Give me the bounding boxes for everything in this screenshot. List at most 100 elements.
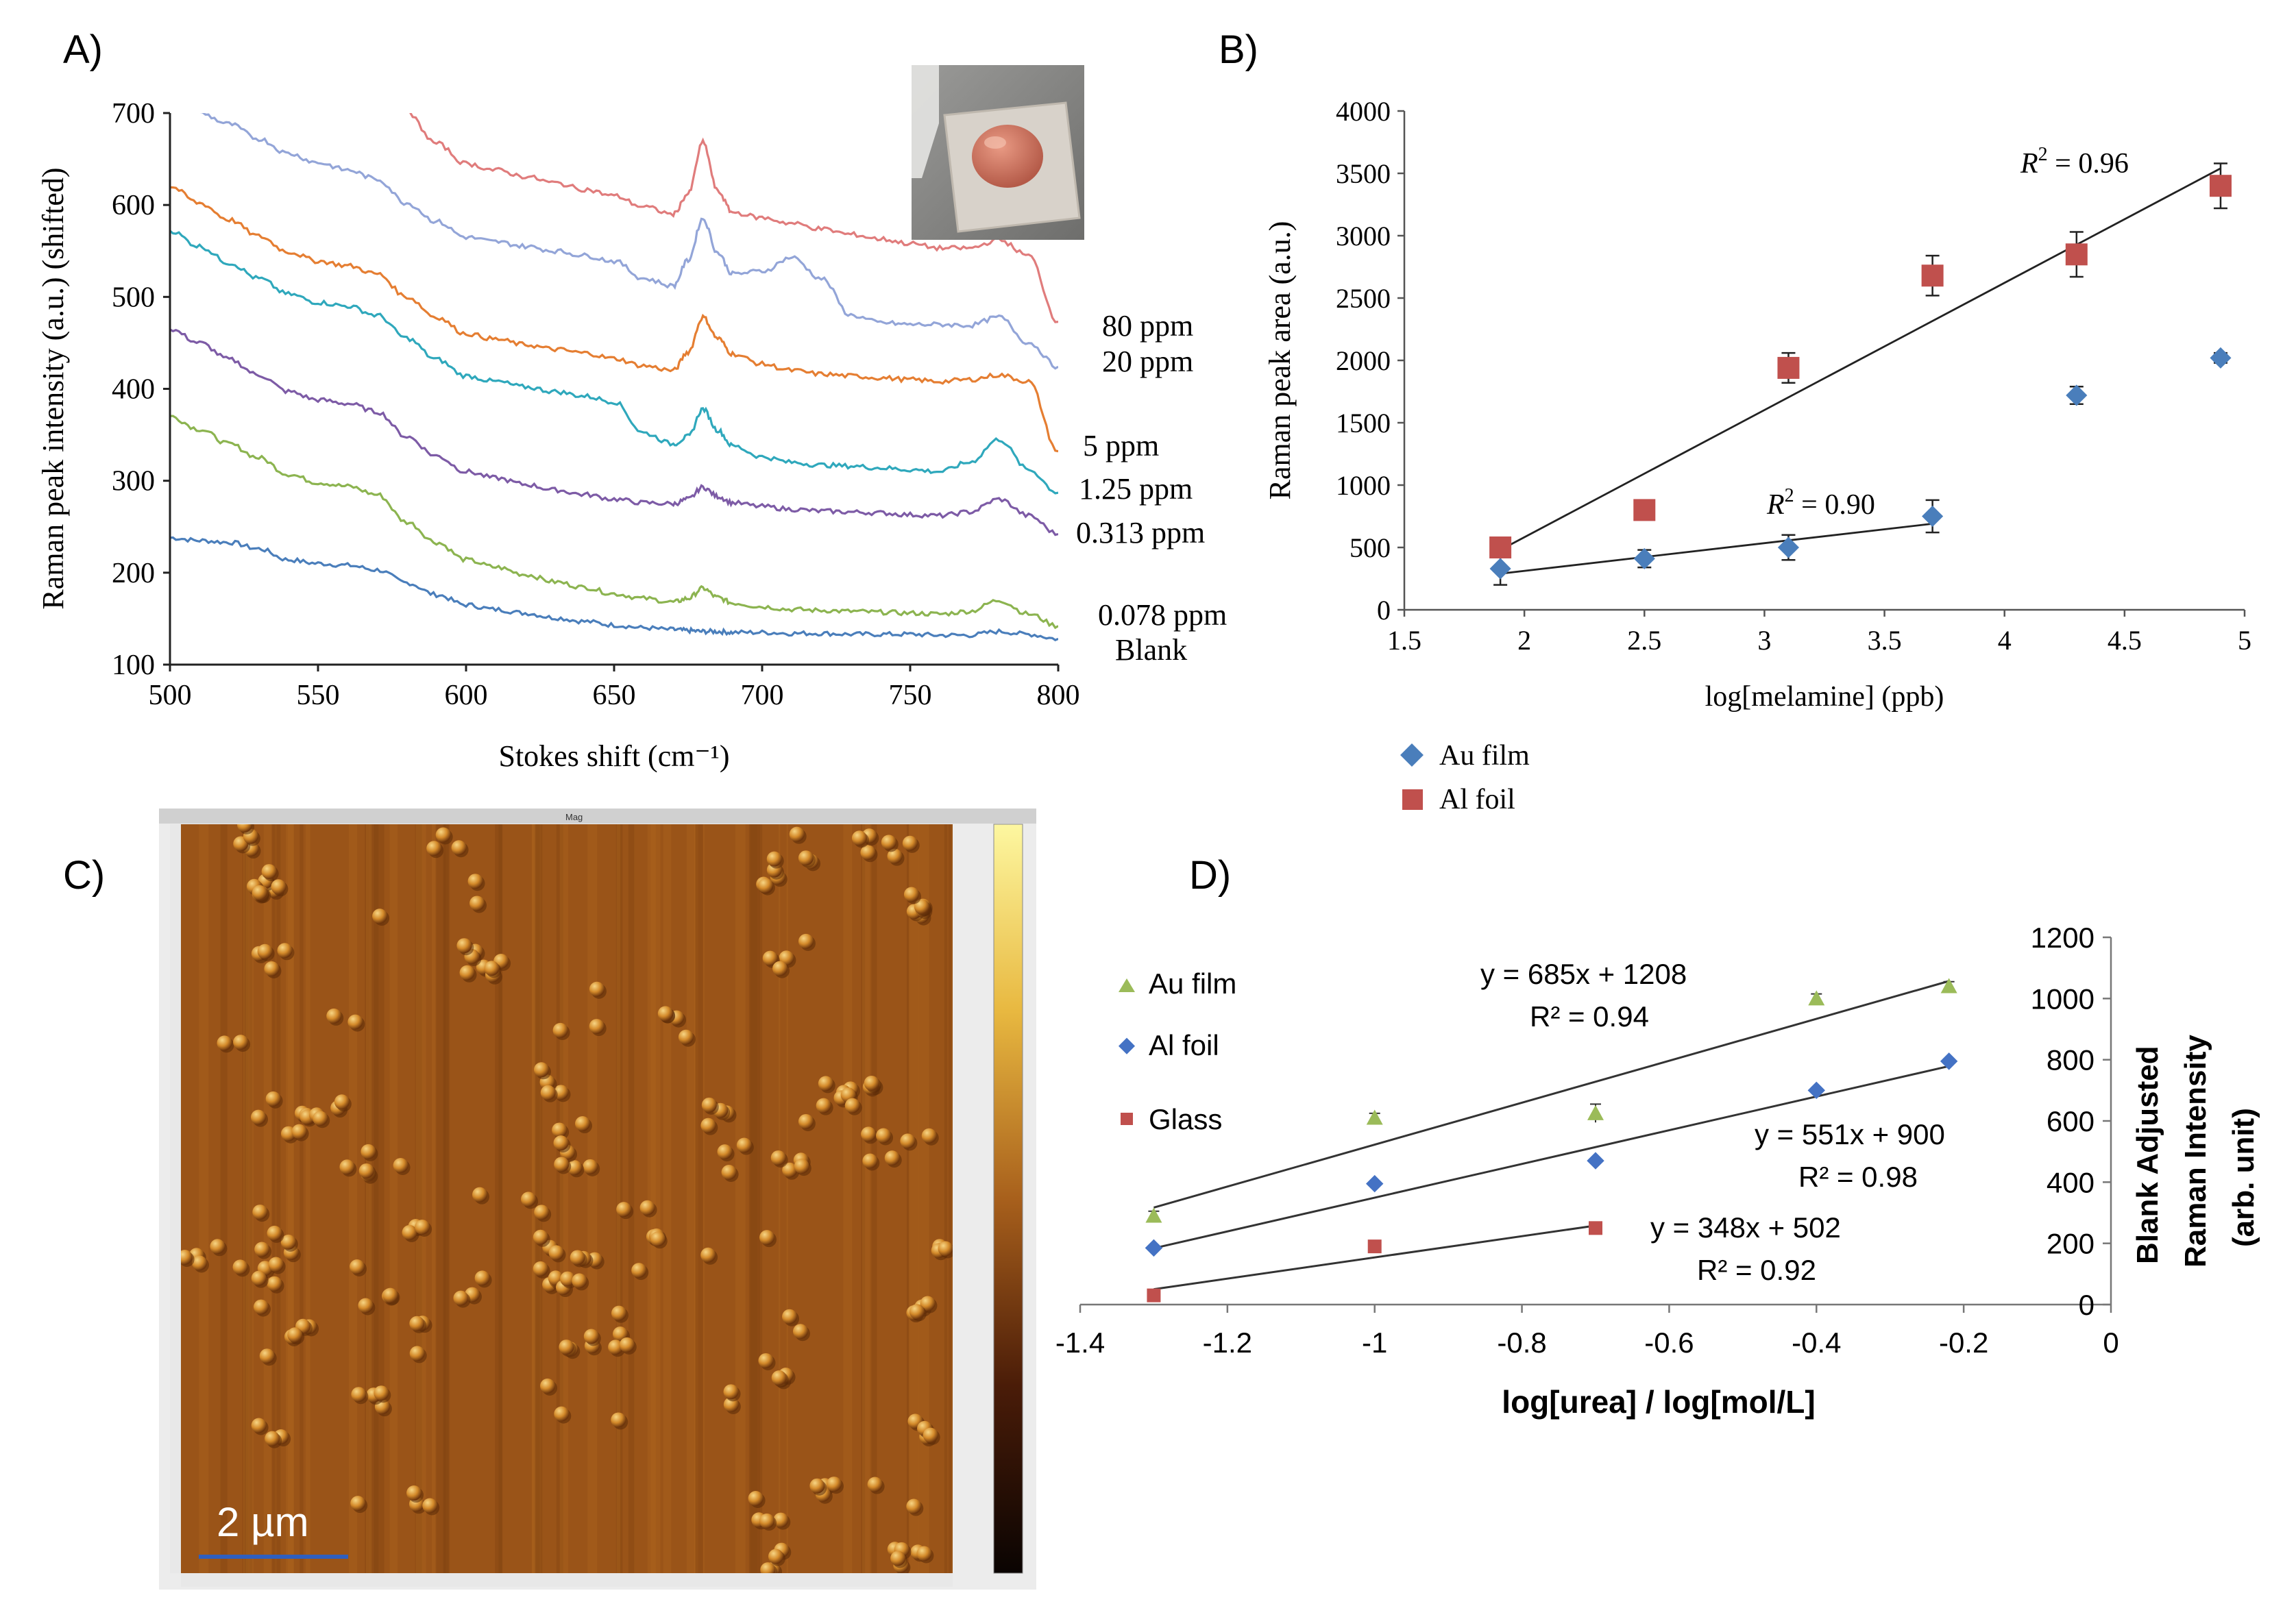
chart-b-y-tick-label: 1000	[1336, 470, 1391, 501]
chart-d-x-tick-label: -1	[1362, 1326, 1387, 1359]
nanoparticle	[350, 1496, 366, 1511]
nanoparticle	[700, 1247, 716, 1263]
chart-d-eq-al-foil: y = 551x + 900	[1755, 1118, 1945, 1150]
chart-b-x-tick-label: 2	[1517, 625, 1531, 656]
nanoparticle	[257, 943, 273, 959]
chart-a-y-tick-label: 100	[112, 650, 155, 681]
nanoparticle	[881, 835, 896, 850]
nanoparticle	[826, 1477, 842, 1492]
chart-a: 500 550 600 650 700 750 800 100 200 300 400 500 600 7…	[36, 65, 1227, 773]
data-point-al-foil	[1633, 499, 1656, 521]
chart-d-r2-au-film: R² = 0.94	[1530, 1000, 1649, 1033]
chart-d-x-tick-label: -1.2	[1203, 1326, 1252, 1359]
chart-b-x-tick-label: 4.5	[2108, 625, 2142, 656]
series-line-20-ppm	[199, 113, 1058, 370]
nanoparticle	[210, 1239, 225, 1255]
nanoparticle	[864, 1075, 879, 1091]
afm-image	[181, 824, 953, 1573]
chart-b-y-label: Raman peak area (a.u.)	[1263, 221, 1297, 500]
nanoparticle	[552, 1122, 567, 1138]
trendline-d-au-film	[1153, 980, 1950, 1209]
nanoparticle	[909, 1304, 925, 1320]
nanoparticle	[759, 1513, 775, 1529]
nanoparticle	[339, 1159, 355, 1175]
nanoparticle	[181, 1249, 193, 1265]
nanoparticle	[798, 933, 814, 949]
nanoparticle	[253, 1299, 269, 1315]
chart-b-y-tick-label: 3500	[1336, 158, 1391, 189]
nanoparticle	[758, 1353, 774, 1368]
nanoparticle	[583, 1329, 599, 1344]
nanoparticle	[762, 950, 778, 966]
legend-label-glass-d: Glass	[1149, 1103, 1222, 1135]
nanoparticle	[233, 1035, 249, 1050]
nanoparticle	[612, 1326, 628, 1342]
nanoparticle	[393, 1157, 408, 1173]
nanoparticle	[701, 1097, 717, 1113]
nanoparticle	[540, 1085, 556, 1100]
nanoparticle	[816, 1098, 831, 1113]
data-point-au-film	[2210, 347, 2232, 369]
nanoparticle	[472, 1187, 487, 1202]
series-line-blank	[170, 536, 1058, 642]
chart-b-y-tick-label: 1500	[1336, 408, 1391, 439]
chart-a-y-tick-label: 500	[112, 282, 155, 313]
series-label-0-078-ppm: 0.078 ppm	[1098, 598, 1227, 632]
nanoparticle	[906, 1498, 922, 1514]
legend-label-al-foil: Al foil	[1439, 784, 1515, 815]
data-point-au-film	[1922, 499, 1944, 534]
nanoparticle	[575, 1116, 591, 1132]
chart-d-x-tick-label: -1.4	[1055, 1326, 1105, 1359]
data-point-al-foil	[1777, 351, 1800, 384]
nanoparticle	[265, 1091, 281, 1107]
nanoparticle	[372, 909, 388, 924]
nanoparticle	[402, 1224, 417, 1240]
chart-d-legend: Au film Al foil Glass	[1118, 967, 1236, 1135]
data-point-d-glass	[1589, 1221, 1602, 1235]
nanoparticle	[608, 1340, 624, 1355]
nanoparticle	[611, 1305, 627, 1321]
nanoparticle	[347, 1014, 363, 1030]
nanoparticle	[469, 896, 485, 911]
chart-d-eq-glass: y = 348x + 502	[1650, 1211, 1841, 1244]
nanoparticle	[406, 1485, 422, 1501]
nanoparticle	[560, 1271, 576, 1287]
chart-b-y-tick-label: 500	[1349, 532, 1391, 563]
nanoparticle	[232, 1259, 248, 1275]
data-point-d-au-film	[1587, 1103, 1604, 1123]
nanoparticle	[554, 1406, 570, 1422]
nanoparticle	[902, 835, 918, 851]
nanoparticle	[313, 1111, 328, 1126]
nanoparticle	[271, 879, 286, 895]
series-label-5-ppm: 5 ppm	[1083, 429, 1159, 462]
chart-d-x-label: log[urea] / log[mol/L]	[1502, 1384, 1815, 1420]
trendline-au-film	[1500, 523, 1933, 575]
nanoparticle	[533, 1229, 548, 1245]
nanoparticle	[903, 887, 919, 902]
nanoparticle	[619, 1337, 635, 1353]
trendline-al-foil	[1500, 167, 2221, 551]
data-point-al-foil	[2209, 162, 2232, 210]
nanoparticle	[467, 874, 483, 889]
nanoparticle	[350, 1259, 365, 1274]
legend-marker-al-foil	[1402, 789, 1423, 810]
chart-d-y-tick-label: 800	[2047, 1044, 2095, 1076]
nanoparticle	[798, 850, 814, 866]
nanoparticle	[374, 1385, 389, 1401]
nanoparticle	[358, 1298, 374, 1313]
nanoparticle	[267, 1225, 282, 1241]
series-line-0-078-ppm	[170, 415, 1058, 630]
chart-b-x-tick-label: 3.5	[1868, 625, 1902, 656]
nanoparticle	[844, 1098, 860, 1113]
chart-a-y-tick-label: 600	[112, 190, 155, 221]
chart-a-y-tick-label: 300	[112, 466, 155, 497]
panel-label-b: B)	[1219, 27, 1258, 72]
chart-d: -1.4 -1.2 -1 -0.8 -0.6 -0.4 -0.2 00 200 400 600 800…	[1055, 922, 2260, 1420]
chart-d-y-label-3: (arb. unit)	[2227, 1108, 2260, 1247]
chart-b-y-tick-label: 4000	[1336, 96, 1391, 127]
panel-label-d: D)	[1189, 853, 1231, 898]
nanoparticle	[554, 1157, 570, 1172]
nanoparticle	[415, 1219, 430, 1235]
chart-d-y-tick-label: 600	[2047, 1105, 2095, 1137]
